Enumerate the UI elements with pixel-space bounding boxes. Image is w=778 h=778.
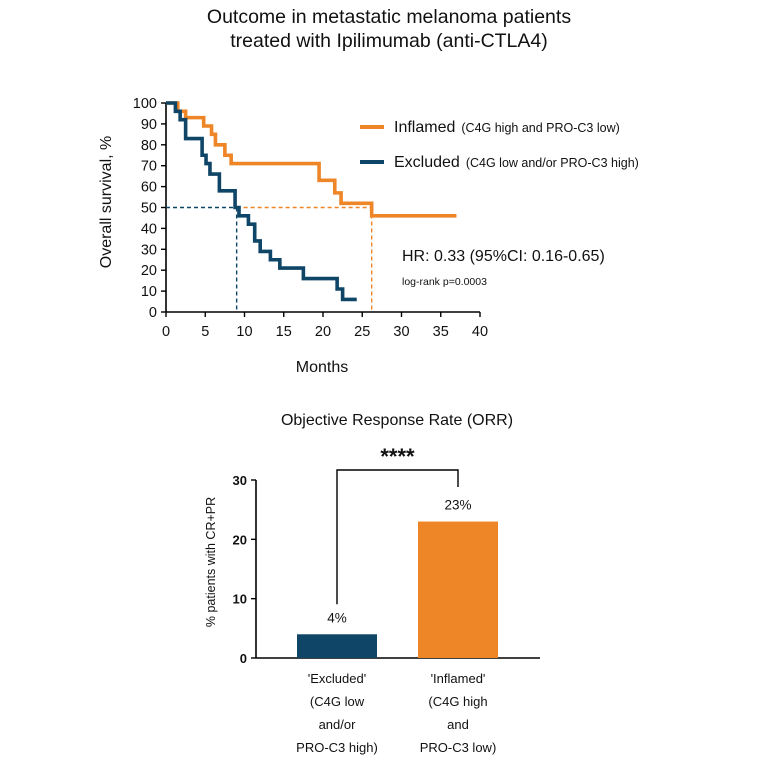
orr-bar-excluded [297,634,377,658]
orr-category-label: and [447,717,469,732]
km-y-tick-label: 80 [141,138,157,154]
km-x-axis-label: Months [296,359,348,376]
chart-title-line1: Outcome in metastatic melanoma patients [206,6,572,28]
legend-detail-inflamed: (C4G high and PRO-C3 low) [461,121,619,135]
km-x-tick-label: 30 [393,324,409,340]
orr-y-tick-label: 30 [233,473,247,488]
km-y-tick-label: 0 [149,305,157,321]
legend-item-inflamed: Inflamed (C4G high and PRO-C3 low) [394,119,620,136]
orr-category-label: 'Excluded' [308,671,366,686]
significance-bracket: **** [336,444,459,605]
km-y-tick-label: 50 [141,201,157,217]
km-y-tick-label: 30 [141,242,157,258]
km-x-tick-label: 40 [472,324,488,340]
orr-category-label: 'Inflamed' [431,671,486,686]
orr-y-tick-label: 0 [240,651,247,666]
km-y-tick-label: 90 [141,117,157,133]
km-ticks: 0 10 20 30 40 50 60 70 80 90 100 0 5 10 15 20 25 30 35 40 [133,96,488,340]
legend-name-inflamed: Inflamed [394,119,455,136]
legend-item-excluded: Excluded (C4G low and/or PRO-C3 high) [394,154,639,171]
km-x-tick-label: 10 [236,324,252,340]
orr-y-tick-label: 20 [233,532,247,547]
km-x-tick-label: 35 [433,324,449,340]
km-x-tick-label: 5 [201,324,209,340]
km-y-tick-label: 40 [141,221,157,237]
km-y-tick-label: 100 [133,96,157,112]
orr-value-label: 23% [444,498,471,513]
logrank-pvalue-annotation: log-rank p=0.0003 [402,276,487,288]
km-median-lines [166,206,373,312]
orr-category-label: PRO-C3 high) [296,740,378,755]
km-y-axis-label: Overall survival, % [98,136,115,268]
km-y-tick-label: 10 [141,284,157,300]
orr-bar-inflamed [418,521,498,658]
orr-y-axis-label: % patients with CR+PR [204,497,218,627]
orr-value-label: 4% [327,610,347,625]
km-plot: 0 10 20 30 40 50 60 70 80 90 100 0 5 10 15 20 25 30 35 40 M… [98,96,639,376]
orr-title: Objective Response Rate (ORR) [281,412,513,429]
orr-category-label: PRO-C3 low) [420,740,497,755]
km-x-tick-label: 20 [315,324,331,340]
km-legend: Inflamed (C4G high and PRO-C3 low) Exclud… [360,119,639,171]
orr-bars: 4% 'Excluded' (C4G low and/or PRO-C3 high) 23… [296,498,498,755]
km-x-tick-label: 15 [276,324,292,340]
orr-category-label: and/or [319,717,357,732]
hazard-ratio-annotation: HR: 0.33 (95%CI: 0.16-0.65) [402,248,605,265]
km-y-tick-label: 60 [141,180,157,196]
significance-bracket-line [336,469,459,605]
orr-category-label: (C4G low [310,694,365,709]
orr-category-label: (C4G high [428,694,487,709]
chart-title-line2: treated with Ipilimumab (anti-CTLA4) [230,30,548,52]
orr-bar-chart: Objective Response Rate (ORR) 0 10 20 30 4%… [204,412,540,755]
orr-y-tick-label: 10 [233,592,247,607]
km-survival-lines [166,101,457,302]
legend-name-excluded: Excluded [394,154,460,171]
significance-stars: **** [380,444,415,469]
km-y-tick-label: 70 [141,159,157,175]
km-curve-inflamed [166,101,457,218]
km-y-tick-label: 20 [141,263,157,279]
legend-detail-excluded: (C4G low and/or PRO-C3 high) [466,156,639,170]
km-x-tick-label: 0 [162,324,170,340]
km-curve-excluded [166,101,357,302]
km-x-tick-label: 25 [354,324,370,340]
